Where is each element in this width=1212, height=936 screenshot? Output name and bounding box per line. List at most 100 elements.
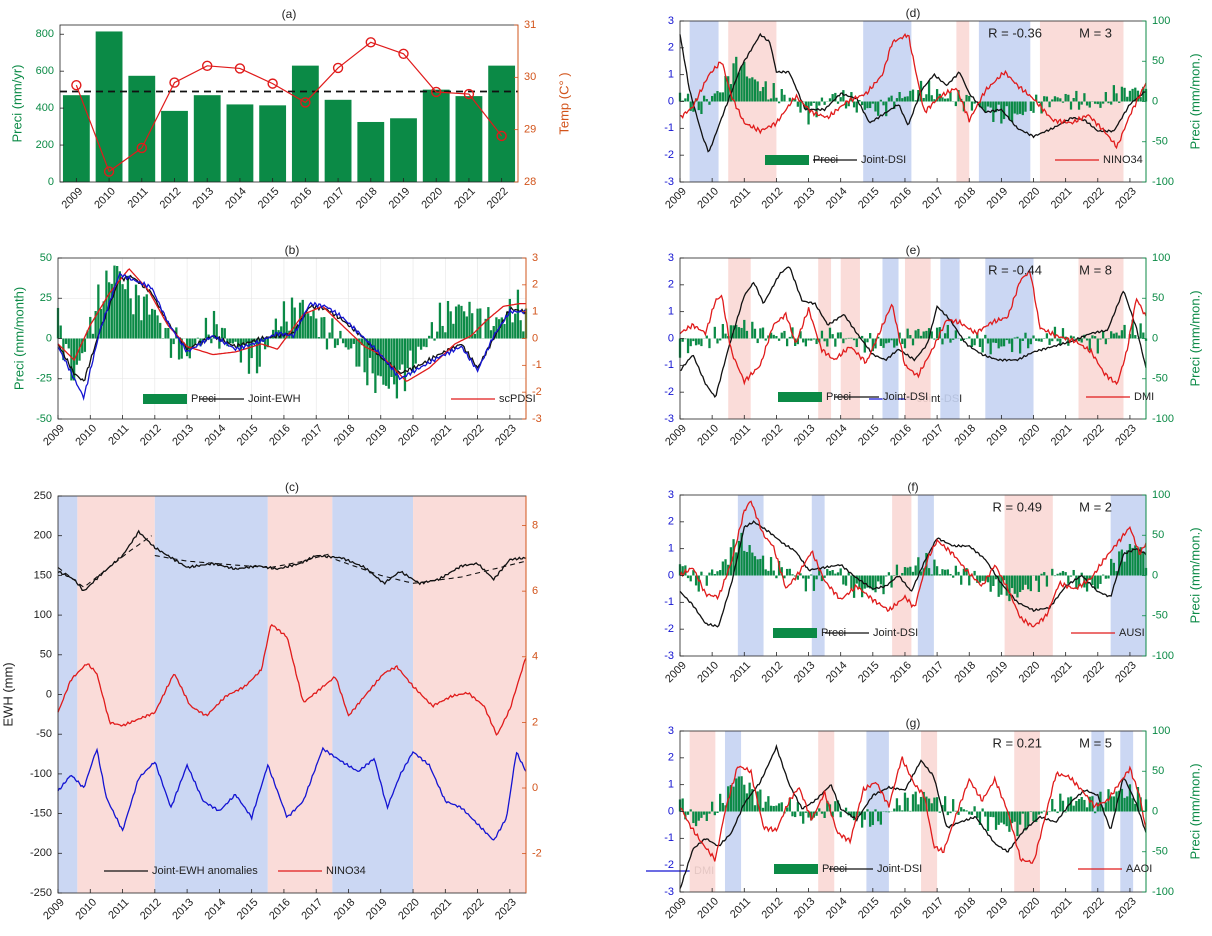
monthly-bar: [1016, 575, 1019, 598]
monthly-bar: [1107, 101, 1110, 104]
x-tick-label: 2016: [267, 422, 293, 448]
right-axis-tick-label: 8: [532, 519, 538, 531]
monthly-bar: [764, 81, 767, 102]
x-tick-label: 2015: [856, 895, 882, 921]
monthly-bar: [834, 801, 837, 812]
monthly-bar: [807, 338, 810, 341]
monthly-bar: [960, 575, 963, 585]
monthly-bar: [826, 800, 829, 812]
monthly-bar: [962, 809, 966, 812]
trend-segment: [335, 558, 414, 584]
x-tick-label: 2014: [203, 422, 229, 448]
monthly-bar: [1112, 796, 1116, 812]
monthly-bar: [895, 98, 899, 102]
temperature-marker: [202, 60, 213, 72]
monthly-bar: [788, 336, 791, 339]
x-tick-label: 2014: [203, 896, 229, 922]
monthly-bar: [411, 338, 415, 373]
monthly-bar: [745, 330, 749, 339]
x-tick-label: 2021: [1049, 422, 1075, 448]
monthly-bar: [949, 338, 952, 343]
monthly-bar: [922, 791, 925, 812]
monthly-bar: [430, 322, 434, 339]
monthly-bar: [1013, 575, 1016, 594]
monthly-bar: [973, 338, 976, 346]
legend-label: DMI: [1134, 391, 1154, 403]
monthly-bar: [1018, 811, 1022, 825]
x-tick-label: 2015: [856, 185, 882, 211]
left-axis-tick-label: 0: [46, 688, 52, 700]
monthly-bar: [441, 325, 444, 339]
monthly-bar: [1024, 811, 1027, 831]
monthly-bar: [1085, 807, 1089, 812]
monthly-bar: [489, 330, 493, 339]
left-axis-tick-label: 0: [668, 332, 674, 344]
monthly-bar: [1000, 338, 1003, 347]
left-axis-tick-label: 1: [668, 543, 674, 555]
left-axis-tick-label: 0: [668, 805, 674, 817]
monthly-bar: [780, 802, 783, 812]
monthly-bar: [428, 335, 431, 339]
monthly-bar: [796, 338, 799, 345]
monthly-bar: [719, 92, 722, 102]
x-tick-label: 2023: [1113, 185, 1139, 211]
monthly-bar: [1008, 101, 1011, 120]
lag-label: M = 3: [1079, 25, 1112, 40]
monthly-bar: [425, 338, 428, 348]
monthly-bar: [745, 793, 749, 812]
series-line: [57, 529, 527, 591]
temperature-marker: [136, 142, 147, 154]
monthly-bar: [686, 811, 690, 815]
right-axis-tick-label: 100: [1152, 15, 1170, 27]
phase-shading-blue: [154, 496, 268, 893]
monthly-bar: [860, 811, 864, 828]
monthly-bar: [1037, 338, 1041, 342]
monthly-bar: [242, 338, 245, 345]
monthly-bar: [247, 338, 251, 374]
monthly-bar: [952, 575, 955, 578]
monthly-bar: [804, 575, 808, 592]
monthly-bar: [743, 61, 746, 102]
monthly-bar: [1142, 810, 1145, 812]
monthly-bar: [1016, 811, 1019, 837]
monthly-bar: [1142, 86, 1145, 102]
annual-precip-bar: [422, 89, 450, 182]
y-axis-label: Preci (mm/mon.): [1187, 290, 1202, 386]
monthly-bar: [1118, 335, 1121, 339]
monthly-bar: [406, 338, 409, 369]
monthly-bar: [997, 575, 1000, 597]
x-tick-label: 2014: [824, 659, 850, 685]
monthly-bar: [681, 338, 684, 342]
monthly-bar: [751, 77, 754, 102]
monthly-bar: [360, 338, 364, 346]
monthly-bar: [710, 801, 714, 812]
monthly-bar: [759, 789, 762, 812]
monthly-bar: [791, 574, 794, 576]
series-line: [57, 623, 527, 736]
monthly-bar: [1018, 338, 1022, 354]
monthly-bar: [986, 101, 990, 107]
monthly-bar: [785, 807, 789, 812]
monthly-bar: [970, 101, 974, 111]
right-axis-tick-label: 3: [532, 252, 538, 264]
monthly-bar: [839, 568, 842, 576]
monthly-bar: [215, 324, 218, 339]
right-axis-tick-label: -100: [1152, 176, 1174, 188]
monthly-bar: [368, 338, 372, 358]
monthly-bar: [113, 265, 116, 339]
monthly-bar: [994, 575, 998, 580]
legend-swatch-bar: [143, 394, 187, 404]
monthly-bar: [70, 338, 73, 381]
monthly-bar: [775, 805, 778, 812]
monthly-bar: [1024, 332, 1027, 339]
x-tick-label: 2020: [1017, 659, 1043, 685]
monthly-bar: [769, 805, 773, 812]
monthly-bar: [419, 338, 423, 350]
annual-precip-bar: [62, 95, 90, 182]
monthly-bar: [1115, 332, 1118, 339]
monthly-bar: [831, 811, 834, 818]
monthly-bar: [438, 302, 442, 339]
monthly-bar: [1032, 811, 1035, 822]
monthly-bar: [692, 811, 695, 824]
right-axis-tick-label: -3: [532, 413, 542, 425]
